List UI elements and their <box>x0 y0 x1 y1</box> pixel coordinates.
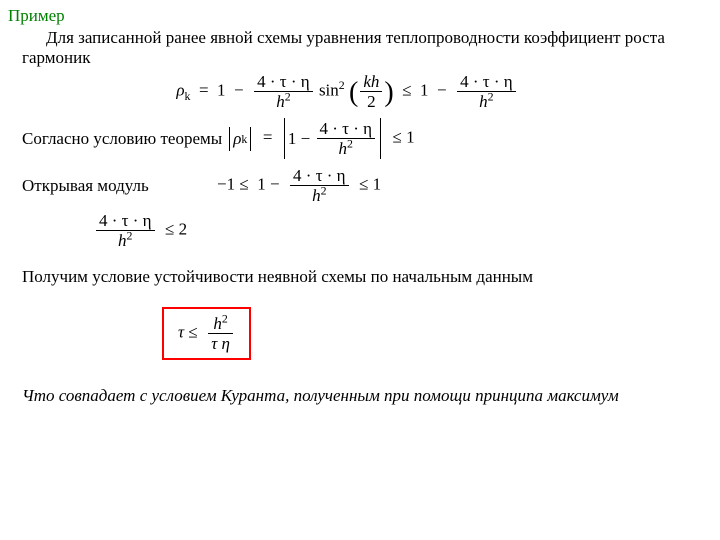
equation-double-ineq: −1 ≤ 1 − 4 · τ · η h2 ≤ 1 <box>217 167 381 204</box>
equation-frac-le-2: 4 · τ · η h2 ≤ 2 <box>94 212 712 249</box>
stability-condition-statement: Получим условие устойчивости неявной схе… <box>22 267 712 287</box>
theorem-condition-label: Согласно условию теоремы <box>22 129 222 149</box>
open-modulus-label: Открывая модуль <box>22 176 197 196</box>
theorem-condition-row: Согласно условию теоремы ρk = 1 − 4 · τ … <box>22 118 712 159</box>
equation-rho-definition: ρk = 1 − 4 · τ · η h2 sin2 ( kh 2 ) ≤ 1 … <box>0 73 712 110</box>
open-modulus-row: Открывая модуль −1 ≤ 1 − 4 · τ · η h2 ≤ … <box>22 167 712 204</box>
boxed-result-row: τ ≤ h2 τ η <box>162 307 712 360</box>
example-heading: Пример <box>8 6 712 26</box>
intro-paragraph: Для записанной ранее явной схемы уравнен… <box>22 28 712 67</box>
equation-abs-rho: ρk = 1 − 4 · τ · η h2 ≤ 1 <box>226 118 414 159</box>
courant-footnote: Что совпадает с условием Куранта, получе… <box>22 386 712 406</box>
boxed-stability-inequality: τ ≤ h2 τ η <box>162 307 251 360</box>
